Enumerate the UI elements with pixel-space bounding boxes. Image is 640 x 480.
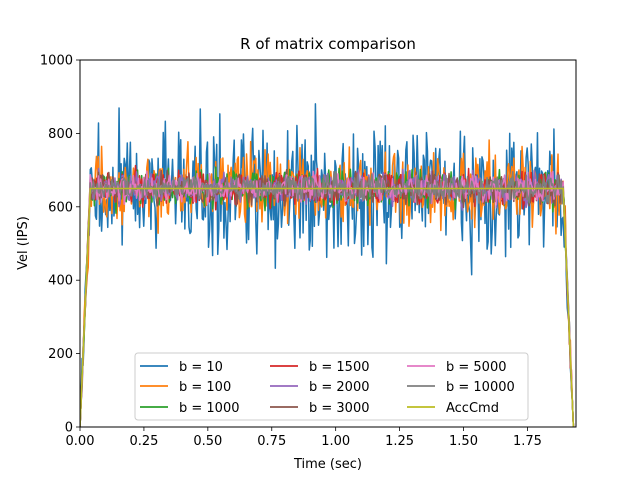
x-tick-label: 1.00: [321, 434, 350, 449]
legend-entry: b = 2000: [309, 380, 370, 395]
x-tick-label: 0.00: [66, 434, 95, 449]
x-tick-label: 0.50: [193, 434, 222, 449]
x-tick-label: 0.25: [129, 434, 158, 449]
legend-entry: b = 100: [179, 380, 231, 395]
legend-entry: AccCmd: [446, 401, 499, 416]
series-line-8: [80, 170, 575, 427]
x-tick-label: 1.25: [385, 434, 414, 449]
axis-ticks: 0.00 0.25 0.50 0.75 1.00 1.25 1.50 1.75 0 200 400 6…: [40, 54, 542, 450]
y-tick-label: 600: [48, 200, 73, 215]
y-tick-label: 0: [65, 421, 73, 436]
legend-entry: b = 1500: [309, 360, 370, 375]
legend-box: [134, 352, 529, 421]
chart-title: R of matrix comparison: [240, 35, 416, 53]
legend-entry: b = 5000: [446, 360, 507, 375]
y-tick-label: 400: [48, 274, 73, 289]
x-tick-label: 1.75: [513, 434, 542, 449]
y-tick-label: 1000: [40, 54, 73, 69]
legend-entry: b = 1000: [179, 401, 240, 416]
y-tick-label: 800: [48, 127, 73, 142]
plot-area: [80, 103, 575, 427]
series-line-9: [80, 187, 575, 427]
x-axis-label: Time (sec): [293, 457, 362, 472]
x-tick-label: 1.50: [449, 434, 478, 449]
legend-entry: b = 3000: [309, 401, 370, 416]
x-tick-label: 0.75: [257, 434, 286, 449]
legend: b = 10 b = 100 b = 1000 b = 1500 b = 2000 b =…: [134, 352, 529, 421]
y-axis-label: Vel (IPS): [16, 216, 31, 270]
legend-entry: b = 10000: [446, 380, 515, 395]
y-tick-label: 200: [48, 347, 73, 362]
legend-entry: b = 10: [179, 360, 223, 375]
axes-frame: [79, 59, 577, 428]
